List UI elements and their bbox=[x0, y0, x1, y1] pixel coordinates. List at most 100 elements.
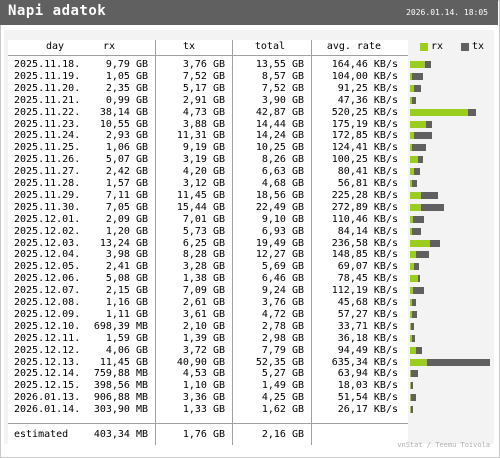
row-rx: 698,39 MB bbox=[93, 320, 148, 332]
row-day: 2025.12.15. bbox=[14, 380, 81, 392]
row-day: 2025.11.20. bbox=[14, 82, 81, 94]
row-avg-rate: 112,19 KB/s bbox=[331, 285, 398, 297]
rx-bar bbox=[410, 251, 417, 259]
legend-rx-label: rx bbox=[431, 41, 444, 52]
row-total: 4,68 GB bbox=[261, 178, 304, 189]
rx-bar bbox=[410, 61, 425, 68]
tx-bar bbox=[411, 310, 418, 318]
row-tx: 2,61 GB bbox=[182, 297, 225, 308]
rx-bar bbox=[410, 346, 417, 354]
row-rx: 2,15 GB bbox=[105, 285, 148, 297]
footer-credit: vnStat / Teemu Toivola bbox=[397, 441, 490, 449]
row-tx: 2,91 GB bbox=[182, 94, 225, 106]
estimated-tx: 1,76 GB bbox=[182, 429, 225, 440]
row-rx: 1,05 GB bbox=[105, 70, 148, 82]
row-avg-rate: 148,85 KB/s bbox=[331, 249, 398, 261]
row-avg-rate: 164,46 KB/s bbox=[331, 59, 398, 70]
row-avg-rate: 124,41 KB/s bbox=[331, 142, 398, 154]
row-rx: 9,79 GB bbox=[105, 59, 148, 70]
rx-bar bbox=[410, 370, 412, 378]
row-avg-rate: 51,54 KB/s bbox=[337, 392, 398, 404]
header-rule bbox=[8, 55, 408, 56]
rx-bar bbox=[410, 287, 414, 295]
row-day: 2025.12.13. bbox=[14, 356, 81, 368]
rx-bar bbox=[410, 96, 412, 104]
row-avg-rate: 63,94 KB/s bbox=[337, 368, 398, 380]
row-day: 2025.12.01. bbox=[14, 213, 81, 225]
row-rx: 1,16 GB bbox=[105, 297, 148, 308]
legend-tx-label: tx bbox=[472, 41, 485, 52]
row-rx: 10,55 GB bbox=[99, 118, 148, 130]
row-avg-rate: 78,45 KB/s bbox=[337, 273, 398, 285]
row-total: 3,76 GB bbox=[261, 297, 304, 308]
row-day: 2025.11.27. bbox=[14, 166, 81, 178]
row-avg-rate: 84,14 KB/s bbox=[337, 225, 398, 237]
row-avg-rate: 33,71 KB/s bbox=[337, 320, 398, 332]
row-tx: 3,19 GB bbox=[182, 154, 225, 166]
rx-bar bbox=[410, 406, 411, 414]
rx-bar bbox=[410, 215, 414, 223]
row-tx: 4,20 GB bbox=[182, 166, 225, 178]
estimated-label: estimated bbox=[14, 429, 69, 440]
rx-bar bbox=[410, 310, 412, 318]
row-avg-rate: 56,81 KB/s bbox=[337, 178, 398, 189]
row-avg-rate: 36,18 KB/s bbox=[337, 332, 398, 344]
row-tx: 3,76 GB bbox=[182, 59, 225, 70]
row-day: 2025.11.19. bbox=[14, 70, 81, 82]
row-rx: 2,35 GB bbox=[105, 82, 148, 94]
row-day: 2025.12.07. bbox=[14, 285, 81, 297]
row-rx: 13,24 GB bbox=[99, 237, 148, 249]
row-tx: 4,73 GB bbox=[182, 106, 225, 118]
row-avg-rate: 110,46 KB/s bbox=[331, 213, 398, 225]
row-tx: 3,88 GB bbox=[182, 118, 225, 130]
row-rx: 4,06 GB bbox=[105, 344, 148, 356]
row-day: 2025.11.24. bbox=[14, 130, 81, 142]
row-tx: 40,90 GB bbox=[176, 356, 225, 368]
row-tx: 3,72 GB bbox=[182, 344, 225, 356]
tx-bar bbox=[414, 132, 432, 140]
row-avg-rate: 18,03 KB/s bbox=[337, 380, 398, 392]
row-avg-rate: 635,34 KB/s bbox=[331, 356, 398, 368]
tx-bar bbox=[426, 120, 433, 128]
row-total: 6,46 GB bbox=[261, 273, 304, 285]
row-rx: 1,11 GB bbox=[105, 308, 148, 320]
tx-bar bbox=[411, 96, 416, 104]
row-rx: 3,98 GB bbox=[105, 249, 148, 261]
row-rx: 7,11 GB bbox=[105, 189, 148, 201]
row-total: 52,35 GB bbox=[255, 356, 304, 368]
generated-datetime: 2026.01.14. 18:05 bbox=[406, 8, 488, 17]
row-tx: 3,12 GB bbox=[182, 178, 225, 189]
row-total: 6,93 GB bbox=[261, 225, 304, 237]
tx-bar bbox=[411, 144, 426, 152]
row-total: 2,78 GB bbox=[261, 320, 304, 332]
row-avg-rate: 172,85 KB/s bbox=[331, 130, 398, 142]
rx-bar bbox=[410, 382, 411, 390]
row-total: 14,44 GB bbox=[255, 118, 304, 130]
row-total: 18,56 GB bbox=[255, 189, 304, 201]
rx-bar bbox=[410, 275, 418, 283]
tx-bar bbox=[413, 263, 419, 271]
row-day: 2025.11.21. bbox=[14, 94, 81, 106]
row-tx: 11,31 GB bbox=[176, 130, 225, 142]
tx-bar bbox=[412, 334, 415, 342]
estimated-rx: 403,34 MB bbox=[93, 429, 148, 440]
rx-bar bbox=[410, 394, 412, 402]
row-rx: 2,93 GB bbox=[105, 130, 148, 142]
row-total: 13,55 GB bbox=[255, 59, 304, 70]
tx-bar bbox=[411, 370, 419, 378]
col-header-total: total bbox=[254, 41, 285, 52]
row-total: 14,24 GB bbox=[255, 130, 304, 142]
row-total: 4,25 GB bbox=[261, 392, 304, 404]
column-separator bbox=[232, 40, 233, 445]
rx-bar bbox=[410, 120, 427, 128]
rx-bar bbox=[410, 227, 412, 235]
row-tx: 1,33 GB bbox=[182, 404, 225, 416]
row-day: 2026.01.14. bbox=[14, 404, 81, 416]
row-day: 2025.12.02. bbox=[14, 225, 81, 237]
column-separator bbox=[155, 40, 156, 445]
row-avg-rate: 26,17 KB/s bbox=[337, 404, 398, 416]
row-tx: 7,09 GB bbox=[182, 285, 225, 297]
row-total: 5,27 GB bbox=[261, 368, 304, 380]
tx-bar bbox=[412, 180, 418, 187]
page-title: Napi adatok bbox=[8, 3, 107, 19]
